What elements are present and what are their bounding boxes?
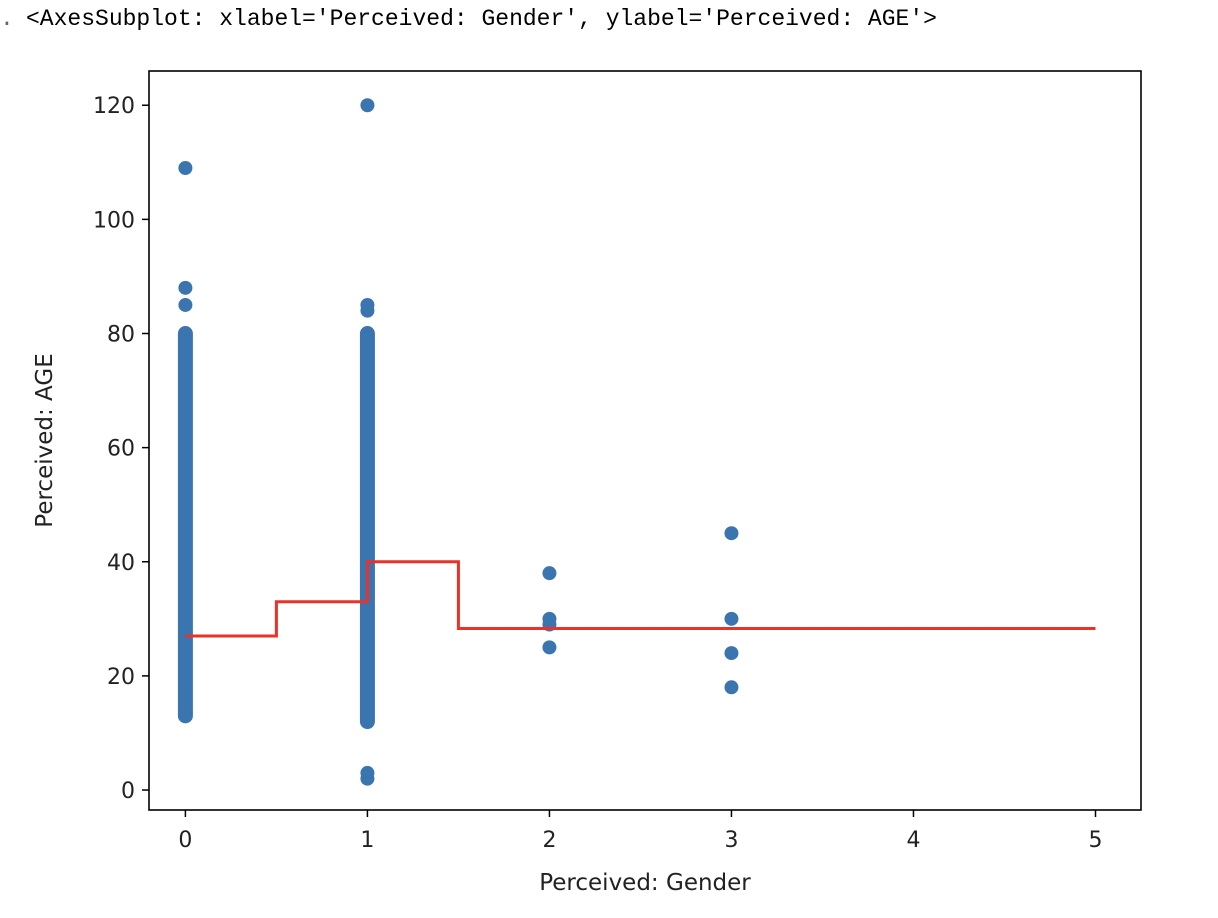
y-axis-label: Perceived: AGE [32,353,58,527]
scatter-point [178,697,193,712]
y-tick-label: 40 [107,551,135,576]
scatter-point [542,640,557,655]
scatter-point [724,646,739,661]
y-tick-label: 80 [107,323,135,348]
x-axis-label: Perceived: Gender [539,870,751,896]
y-axis-ticks: 0 20 40 60 80 100 120 [93,94,149,804]
scatter-point [724,611,739,626]
y-tick-label: 120 [93,94,135,119]
scatter-point [360,98,375,113]
scatter-point [360,771,375,786]
scatter-point [178,337,193,352]
axes-frame [148,70,1142,811]
axes-repr-text: <AxesSubplot: xlabel='Perceived: Gender'… [26,6,937,32]
scatter-point [178,161,193,176]
y-tick-label: 0 [121,779,135,804]
scatter-point [724,526,739,541]
x-tick-label: 1 [360,828,374,853]
scatter-points [177,98,739,786]
y-tick-label: 100 [93,208,135,233]
cell-gutter-marker: . [0,6,14,32]
x-axis-ticks: 0 1 2 3 4 5 [178,810,1102,853]
y-tick-label: 60 [107,437,135,462]
y-tick-label: 20 [107,665,135,690]
scatter-point [360,708,375,723]
x-tick-label: 0 [178,828,192,853]
step-line [185,560,1096,638]
scatter-point [360,303,375,318]
x-tick-label: 4 [906,828,920,853]
scatter-point [724,680,739,695]
x-tick-label: 2 [542,828,556,853]
scatter-point [178,280,193,295]
scatter-point [360,332,375,347]
scatter-point [178,297,193,312]
step-line-layer [185,560,1096,638]
x-tick-label: 3 [724,828,738,853]
scatter-point [542,566,557,581]
x-tick-label: 5 [1088,828,1102,853]
